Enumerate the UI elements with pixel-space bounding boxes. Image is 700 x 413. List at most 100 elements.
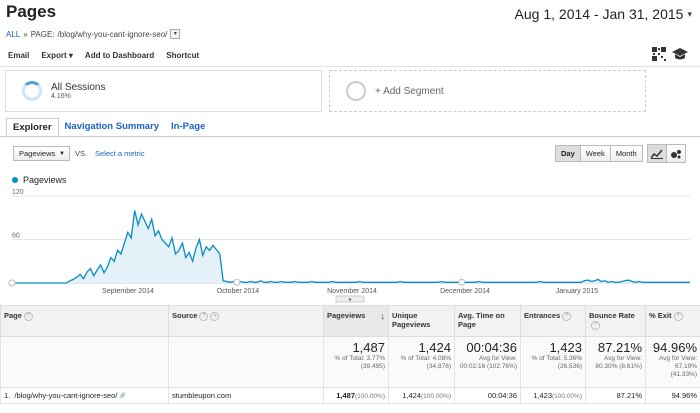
row-avg-time-value: 00:04:36 bbox=[487, 391, 517, 400]
row-page-cell[interactable]: 1. /blog/why-you-cant-ignore-seo/🔗 bbox=[0, 387, 169, 404]
segment-all-sessions[interactable]: All Sessions 4.16% bbox=[5, 70, 322, 112]
row-bounce-value: 87.21% bbox=[616, 391, 642, 400]
shortcut-button[interactable]: Shortcut bbox=[166, 50, 200, 60]
chevron-down-icon: ▾ bbox=[687, 8, 692, 19]
add-segment-ring-icon bbox=[346, 81, 366, 101]
line-chart-button[interactable] bbox=[647, 144, 667, 163]
summary-exit: 94.96% Avg for View: 67.19% (41.33%) bbox=[645, 336, 700, 388]
series-area bbox=[12, 210, 690, 283]
segment-name: All Sessions bbox=[51, 82, 106, 93]
row-entrances-value: 1,423 bbox=[533, 391, 552, 400]
chevron-down-icon: ▼ bbox=[59, 150, 65, 157]
row-index: 1. bbox=[4, 391, 11, 400]
vs-label: VS. bbox=[75, 149, 88, 158]
summary-value: 00:04:36 bbox=[466, 340, 517, 355]
header-page[interactable]: Page? bbox=[0, 305, 169, 337]
summary-sub: Avg for View: 00:02:16 (102.76%) bbox=[459, 355, 517, 370]
summary-value: 94.96% bbox=[652, 340, 697, 355]
pageviews-chart: 120 60 September 2014 October 2014 November … bbox=[8, 189, 690, 304]
summary-entrances: 1,423% of Total: 5.36% (26,536) bbox=[520, 336, 586, 388]
external-link-icon[interactable]: 🔗 bbox=[119, 392, 127, 399]
x-tick-label: December 2014 bbox=[440, 288, 490, 295]
summary-value: 1,487 bbox=[352, 340, 385, 355]
sort-arrow-icon: ↓ bbox=[380, 311, 386, 321]
report-tabs: Explorer Navigation Summary In-Page bbox=[6, 118, 211, 137]
x-tick-label: January 2015 bbox=[556, 288, 599, 295]
row-exit: 94.96% bbox=[645, 387, 700, 404]
add-to-dashboard-button[interactable]: Add to Dashboard bbox=[84, 50, 155, 60]
tab-explorer[interactable]: Explorer bbox=[6, 118, 59, 137]
x-tick-label: November 2014 bbox=[327, 288, 377, 295]
help-icon[interactable]: ? bbox=[23, 311, 33, 321]
header-bounce-label: Bounce Rate bbox=[589, 311, 635, 320]
month-button[interactable]: Month bbox=[609, 145, 643, 162]
metric-select[interactable]: Pageviews ▼ bbox=[13, 146, 70, 161]
remove-dimension-icon[interactable]: × bbox=[210, 311, 220, 321]
summary-empty bbox=[168, 336, 324, 388]
header-avg-time-label: Avg. Time on Page bbox=[458, 311, 505, 329]
bubble-chart-icon bbox=[671, 149, 681, 158]
header-bounce-rate[interactable]: Bounce Rate? bbox=[585, 305, 646, 337]
row-unique-pct: (100.00%) bbox=[421, 393, 451, 400]
header-source-label: Source bbox=[172, 311, 198, 320]
date-range-picker[interactable]: Aug 1, 2014 - Jan 31, 2015 ▾ bbox=[515, 6, 692, 22]
header-source[interactable]: Source? × bbox=[168, 305, 324, 337]
header-unique-pageviews[interactable]: Unique Pageviews bbox=[388, 305, 455, 337]
header-unique-label: Unique Pageviews bbox=[392, 311, 431, 329]
row-pageviews-pct: (100.00%) bbox=[355, 393, 385, 400]
summary-sub: % of Total: 4.08% (34,876) bbox=[400, 355, 451, 370]
summary-pageviews: 1,487% of Total: 3.77% (39,495) bbox=[323, 336, 389, 388]
report-toolbar: Email Export ▾ Add to Dashboard Shortcut bbox=[0, 44, 700, 66]
header-exit[interactable]: % Exit? bbox=[645, 305, 700, 337]
row-source-cell: stumbleupon.com bbox=[168, 387, 324, 404]
metric-select-value: Pageviews bbox=[19, 149, 56, 158]
motion-chart-button[interactable] bbox=[666, 144, 686, 163]
row-avg-time: 00:04:36 bbox=[454, 387, 521, 404]
row-unique-value: 1,424 bbox=[402, 391, 421, 400]
chart-type-group bbox=[647, 144, 686, 163]
export-button[interactable]: Export ▾ bbox=[41, 50, 73, 60]
row-bounce: 87.21% bbox=[585, 387, 646, 404]
email-button[interactable]: Email bbox=[8, 50, 30, 60]
header-pageviews[interactable]: Pageviews ↓ bbox=[323, 305, 389, 337]
week-button[interactable]: Week bbox=[579, 145, 611, 162]
help-icon[interactable]: ? bbox=[673, 311, 683, 321]
summary-value: 1,423 bbox=[549, 340, 582, 355]
select-metric-link[interactable]: Select a metric bbox=[95, 149, 145, 158]
add-segment-button[interactable]: + Add Segment bbox=[329, 70, 646, 112]
date-range-text: Aug 1, 2014 - Jan 31, 2015 bbox=[514, 6, 684, 22]
header-page-label: Page bbox=[4, 311, 22, 320]
row-page-link[interactable]: /blog/why-you-cant-ignore-seo/ bbox=[14, 391, 118, 400]
summary-sub: Avg for View: 67.19% (41.33%) bbox=[658, 355, 697, 378]
breadcrumb-all-link[interactable]: ALL bbox=[6, 29, 21, 39]
breadcrumb-dropdown-icon[interactable]: ▾ bbox=[170, 29, 181, 39]
table-row[interactable]: 1. /blog/why-you-cant-ignore-seo/🔗 stumb… bbox=[0, 387, 700, 404]
summary-empty bbox=[0, 336, 169, 388]
chart-legend: Pageviews bbox=[12, 175, 67, 185]
data-point-marker bbox=[8, 279, 16, 287]
summary-value: 87.21% bbox=[597, 340, 642, 355]
summary-avg-time: 00:04:36 Avg for View: 00:02:16 (102.76%) bbox=[454, 336, 521, 388]
help-icon[interactable]: ? bbox=[199, 311, 209, 321]
help-icon[interactable]: ? bbox=[591, 320, 600, 330]
qr-code-icon[interactable] bbox=[652, 47, 666, 61]
y-tick-label: 60 bbox=[12, 233, 20, 240]
row-exit-value: 94.96% bbox=[671, 391, 697, 400]
x-tick-label: October 2014 bbox=[217, 288, 260, 295]
day-button[interactable]: Day bbox=[555, 145, 581, 162]
tab-in-page[interactable]: In-Page bbox=[171, 121, 206, 132]
table-header-row: Page? Source? × Pageviews ↓ Unique Pagevie… bbox=[0, 305, 700, 337]
header-pageviews-label: Pageviews bbox=[327, 311, 366, 320]
row-unique: 1,424(100.00%) bbox=[388, 387, 455, 404]
add-segment-label: + Add Segment bbox=[375, 85, 444, 97]
header-entrances[interactable]: Entrances? bbox=[520, 305, 586, 337]
tab-navigation-summary[interactable]: Navigation Summary bbox=[64, 121, 160, 132]
header-avg-time[interactable]: Avg. Time on Page bbox=[454, 305, 521, 337]
header-exit-label: % Exit bbox=[649, 311, 672, 320]
series-line-pageviews bbox=[12, 210, 690, 284]
breadcrumb: ALL » PAGE: /blog/why-you-cant-ignore-se… bbox=[6, 29, 181, 39]
help-icon[interactable]: ? bbox=[562, 311, 572, 321]
chevron-down-icon: ▾ bbox=[348, 298, 351, 304]
graduation-cap-icon[interactable] bbox=[672, 47, 688, 61]
breadcrumb-page-label: PAGE: bbox=[30, 29, 55, 39]
